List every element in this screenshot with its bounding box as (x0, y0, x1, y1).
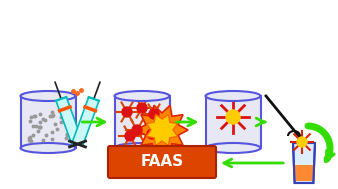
Polygon shape (21, 96, 75, 148)
Polygon shape (206, 96, 261, 148)
Ellipse shape (21, 143, 75, 153)
Circle shape (137, 103, 147, 113)
Circle shape (149, 109, 159, 119)
Circle shape (226, 110, 240, 124)
Polygon shape (293, 143, 315, 183)
Circle shape (122, 107, 132, 117)
Polygon shape (136, 105, 188, 155)
Polygon shape (115, 96, 169, 148)
Ellipse shape (115, 143, 169, 153)
Polygon shape (72, 97, 99, 146)
FancyBboxPatch shape (108, 146, 216, 178)
Ellipse shape (206, 143, 261, 153)
Ellipse shape (115, 91, 169, 101)
Polygon shape (294, 165, 314, 181)
Circle shape (132, 125, 142, 135)
Polygon shape (146, 114, 177, 146)
Circle shape (297, 137, 307, 147)
Circle shape (147, 129, 157, 139)
Ellipse shape (206, 91, 261, 101)
Circle shape (125, 131, 135, 141)
Polygon shape (56, 97, 83, 146)
Ellipse shape (21, 91, 75, 101)
Text: FAAS: FAAS (140, 154, 184, 170)
